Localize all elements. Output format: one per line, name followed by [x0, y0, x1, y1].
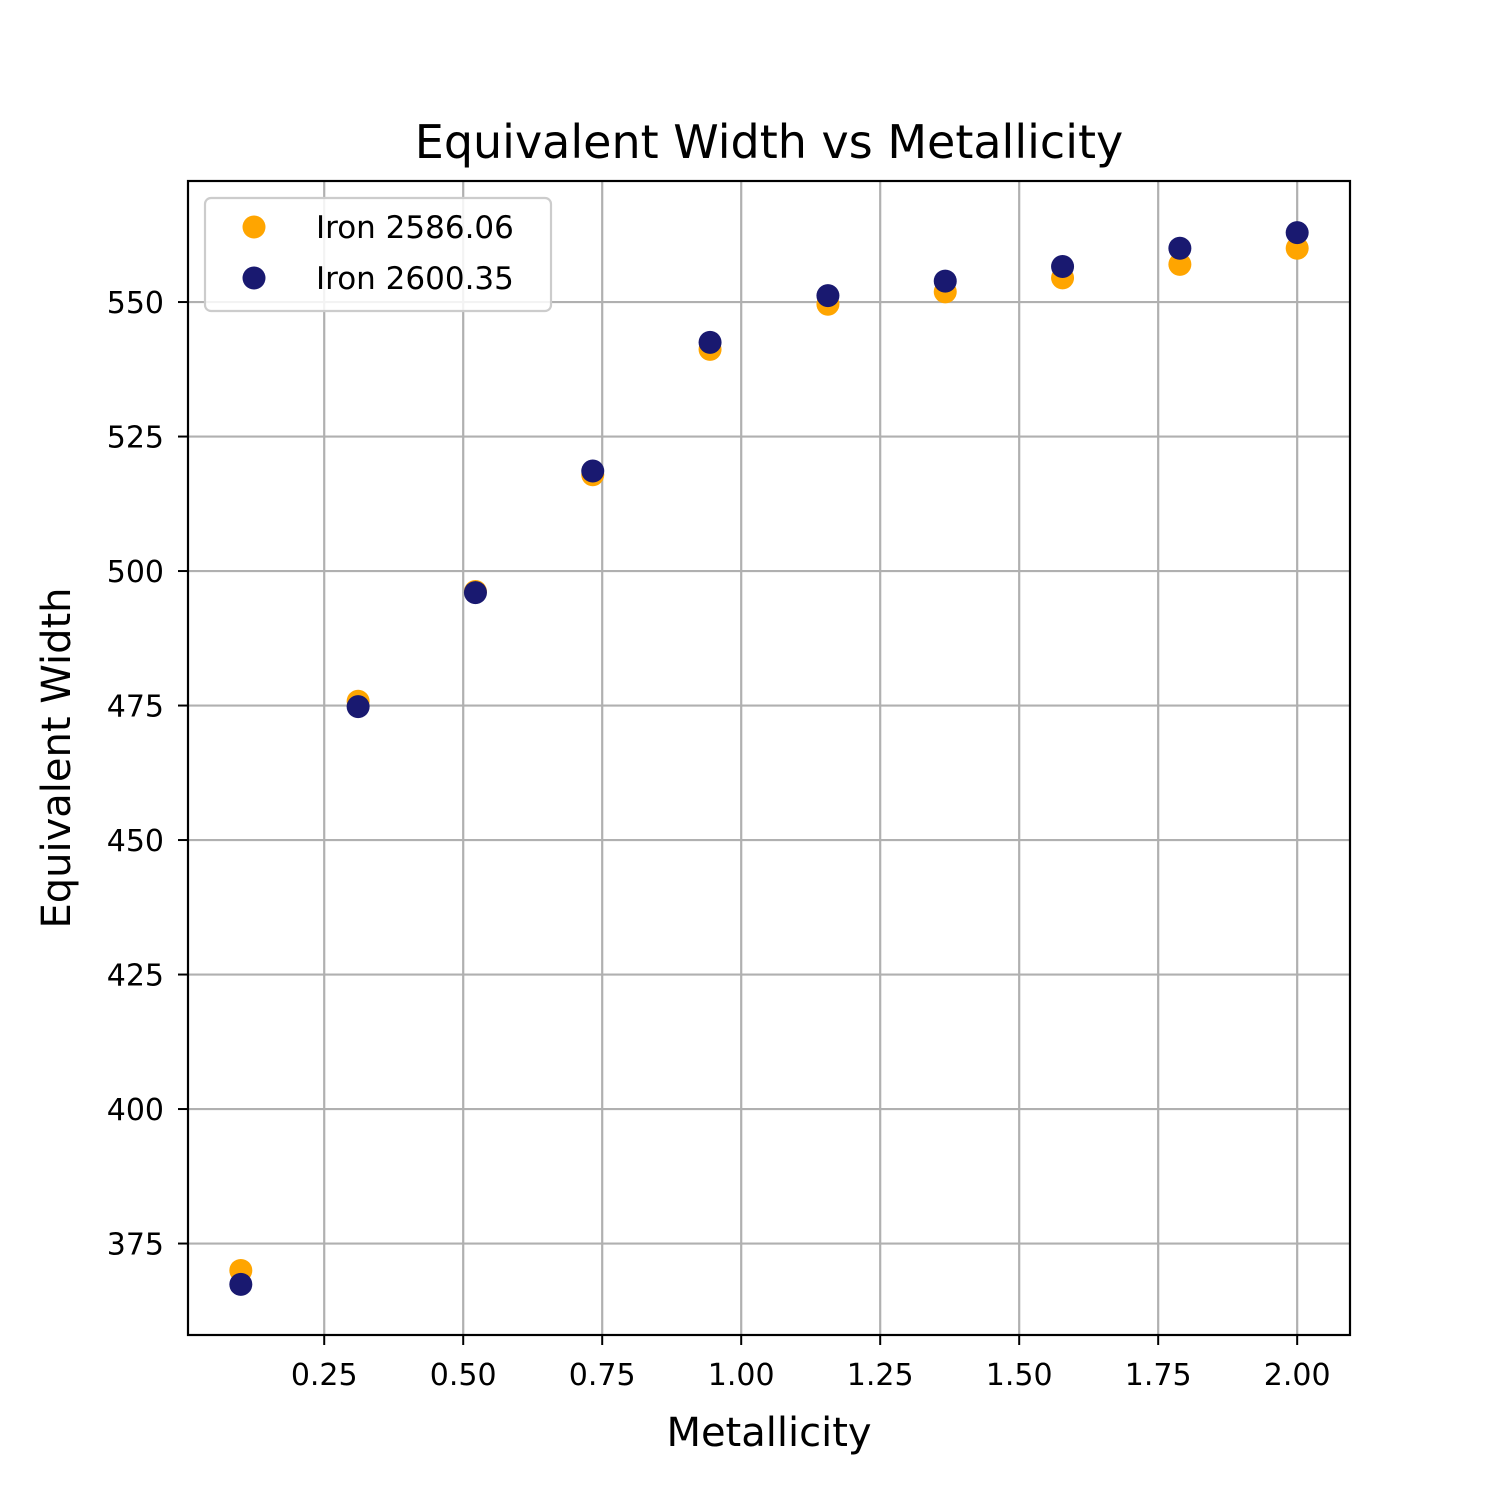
y-tick-label: 375 [107, 1228, 164, 1263]
series-2-point [816, 284, 840, 308]
y-tick-label: 425 [107, 959, 164, 994]
y-tick-label: 400 [107, 1093, 164, 1128]
y-axis-label: Equivalent Width [34, 588, 80, 929]
legend: Iron 2586.06 Iron 2600.35 [203, 196, 553, 313]
x-tick-label: 0.25 [291, 1358, 358, 1393]
x-axis-label: Metallicity [666, 1410, 871, 1456]
axis-ticks: 0.25 0.50 0.75 1.00 1.25 1.50 1.75 2.00 375 400 42… [107, 286, 1331, 1393]
y-tick-label: 500 [107, 555, 164, 590]
x-tick-label: 0.50 [430, 1358, 497, 1393]
legend-box [203, 196, 553, 313]
series-2-point [698, 330, 722, 354]
series-2-point [1168, 236, 1192, 260]
series-2-point [346, 695, 370, 719]
x-tick-label: 1.25 [847, 1358, 914, 1393]
y-tick-label: 525 [107, 421, 164, 456]
series-2-point [933, 269, 957, 293]
legend-label-2: Iron 2600.35 [316, 261, 514, 297]
grid-lines [188, 181, 1350, 1335]
series-2-point [1051, 255, 1075, 279]
legend-marker-2 [242, 266, 266, 290]
x-tick-label: 1.00 [708, 1358, 775, 1393]
series-2-point [1285, 221, 1309, 245]
y-tick-label: 550 [107, 286, 164, 321]
data-points [229, 221, 1309, 1296]
chart-title: Equivalent Width vs Metallicity [415, 115, 1123, 169]
x-tick-label: 1.50 [986, 1358, 1053, 1393]
series-1-point [1168, 252, 1192, 276]
y-tick-label: 450 [107, 824, 164, 859]
series-2-point [463, 581, 487, 605]
series-2-point [229, 1272, 253, 1296]
x-tick-label: 1.75 [1125, 1358, 1192, 1393]
y-tick-label: 475 [107, 690, 164, 725]
plot-area-frame [186, 179, 1352, 1337]
series-2-point [581, 459, 605, 483]
x-tick-label: 0.75 [569, 1358, 636, 1393]
legend-marker-1 [242, 215, 266, 239]
legend-label-1: Iron 2586.06 [316, 210, 514, 246]
x-tick-label: 2.00 [1264, 1358, 1331, 1393]
